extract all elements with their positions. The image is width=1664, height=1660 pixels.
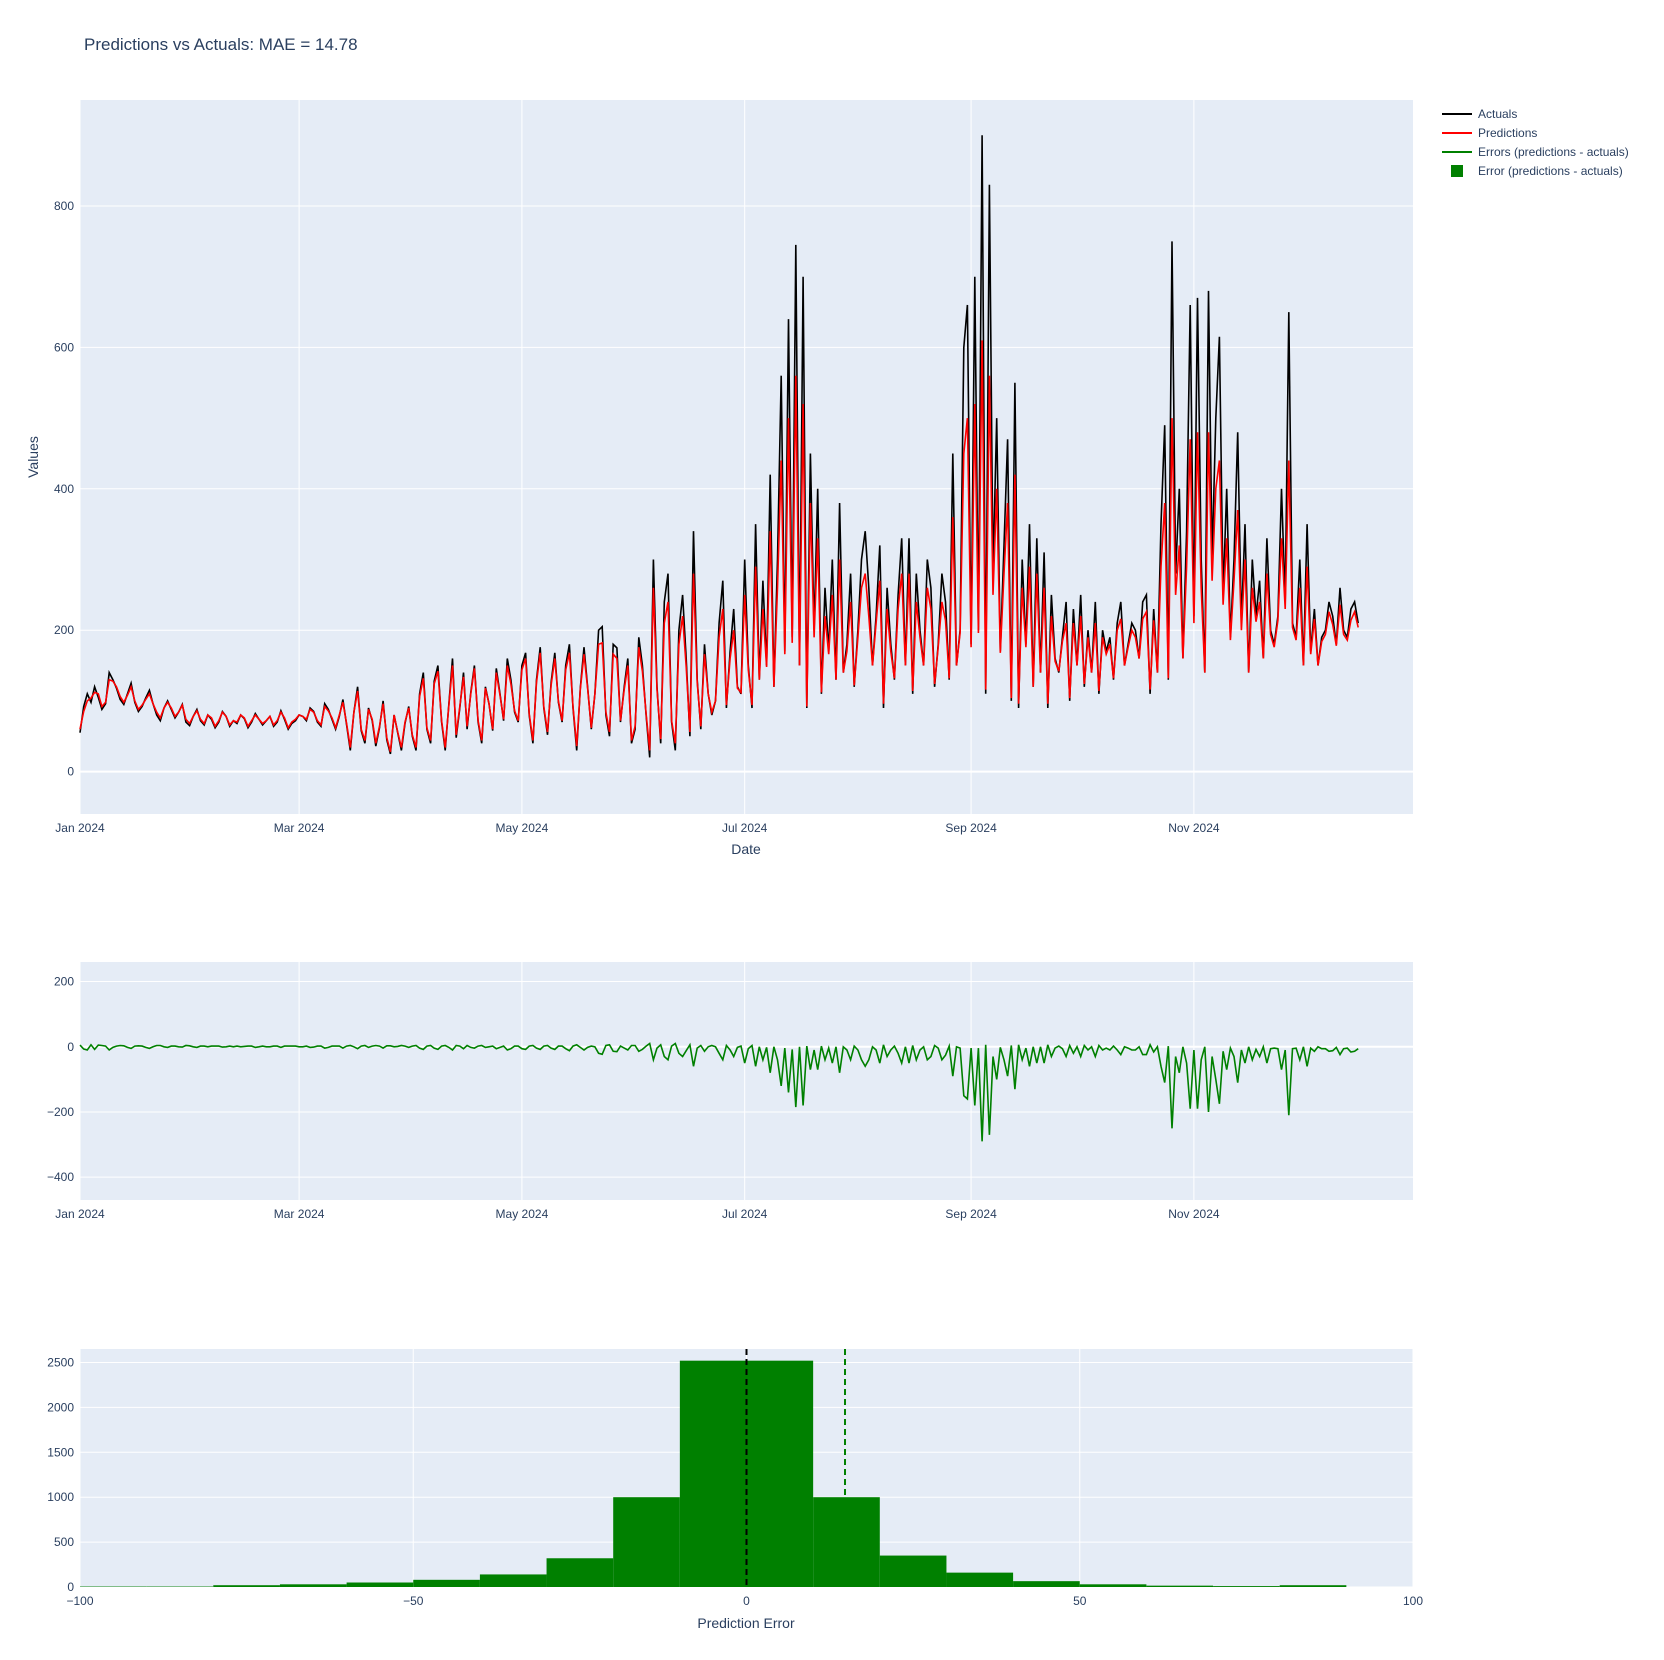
p3-y-tick-label: 2500 — [47, 1355, 74, 1369]
p2-x-tick-label: May 2024 — [496, 1207, 549, 1221]
errors-plot-area — [80, 962, 1413, 1200]
p1-y-tick-label: 600 — [54, 340, 74, 354]
histogram-bar — [946, 1572, 1014, 1587]
histogram-bar — [1079, 1584, 1147, 1587]
legend-item[interactable]: Errors (predictions - actuals) — [1442, 145, 1629, 159]
p3-x-tick-label: 0 — [743, 1594, 750, 1608]
p1-y-tick-label: 400 — [54, 482, 74, 496]
histogram-bar — [1213, 1586, 1280, 1587]
p1-y-tick-label: 800 — [54, 199, 74, 213]
p1-x-tick-label: Sep 2024 — [945, 821, 997, 835]
histogram-bar — [479, 1574, 547, 1587]
histogram-bar — [546, 1558, 614, 1587]
histogram-bar — [413, 1579, 480, 1587]
histogram-bar — [1279, 1585, 1347, 1587]
p2-y-tick-label: −400 — [47, 1170, 74, 1184]
p1-x-tick-label: Nov 2024 — [1168, 821, 1220, 835]
errors-panel: Jan 2024 Mar 2024 May 2024 Jul 2024 Sep 2024… — [47, 962, 1413, 1221]
p3-y-tick-label: 0 — [67, 1580, 74, 1594]
histogram-bar — [879, 1555, 947, 1587]
legend-label: Error (predictions - actuals) — [1478, 164, 1623, 178]
p3-y-tick-label: 1000 — [47, 1490, 74, 1504]
p1-y-tick-label: 200 — [54, 623, 74, 637]
histogram-bar — [1146, 1585, 1214, 1587]
p3-y-tick-label: 2000 — [47, 1400, 74, 1414]
p2-x-tick-label: Jan 2024 — [55, 1207, 105, 1221]
p1-x-tick-label: May 2024 — [496, 821, 549, 835]
legend-item[interactable]: Actuals — [1442, 107, 1517, 121]
histogram-bar — [679, 1360, 747, 1587]
p2-y-tick-label: 0 — [67, 1040, 74, 1054]
p2-y-tick-label: −200 — [47, 1105, 74, 1119]
histogram-bar — [279, 1584, 347, 1587]
p2-x-tick-label: Nov 2024 — [1168, 1207, 1220, 1221]
p2-x-tick-label: Jul 2024 — [722, 1207, 768, 1221]
timeseries-plot-area — [80, 100, 1413, 814]
p2-x-tick-label: Sep 2024 — [945, 1207, 997, 1221]
legend-label: Predictions — [1478, 126, 1537, 140]
p3-x-tick-label: 50 — [1073, 1594, 1087, 1608]
p3-y-tick-label: 1500 — [47, 1445, 74, 1459]
legend[interactable]: Actuals Predictions Errors (predictions - … — [1442, 107, 1629, 178]
p1-x-tick-label: Jan 2024 — [55, 821, 105, 835]
p3-x-tick-label: 100 — [1403, 1594, 1423, 1608]
histogram-bar — [346, 1582, 414, 1587]
timeseries-panel: Jan 2024 Mar 2024 May 2024 Jul 2024 Sep 2024… — [25, 100, 1413, 857]
legend-item[interactable]: Error (predictions - actuals) — [1451, 164, 1623, 178]
p2-x-tick-label: Mar 2024 — [274, 1207, 325, 1221]
legend-label: Actuals — [1478, 107, 1517, 121]
p3-y-tick-label: 500 — [54, 1535, 74, 1549]
chart-title: Predictions vs Actuals: MAE = 14.78 — [84, 35, 358, 54]
errors-line — [79, 1042, 1359, 1142]
histogram-bar — [1013, 1581, 1080, 1587]
legend-swatch — [1451, 165, 1463, 177]
p3-x-tick-label: −100 — [66, 1594, 93, 1608]
histogram-bar — [613, 1497, 680, 1587]
histogram-bar — [813, 1497, 880, 1587]
predictionsline — [79, 340, 1359, 752]
histogram-x-axis-title: Prediction Error — [697, 1615, 795, 1631]
histogram-bar — [746, 1360, 814, 1587]
histogram-bar — [213, 1585, 280, 1587]
legend-label: Errors (predictions - actuals) — [1478, 145, 1629, 159]
p2-y-tick-label: 200 — [54, 975, 74, 989]
p3-x-tick-label: −50 — [403, 1594, 424, 1608]
p1-x-tick-label: Mar 2024 — [274, 821, 325, 835]
p1-y-tick-label: 0 — [67, 765, 74, 779]
legend-item[interactable]: Predictions — [1442, 126, 1537, 140]
actualsline — [79, 135, 1359, 758]
x-axis-title: Date — [731, 841, 761, 857]
p1-x-tick-label: Jul 2024 — [722, 821, 768, 835]
y-axis-title: Values — [25, 436, 41, 478]
